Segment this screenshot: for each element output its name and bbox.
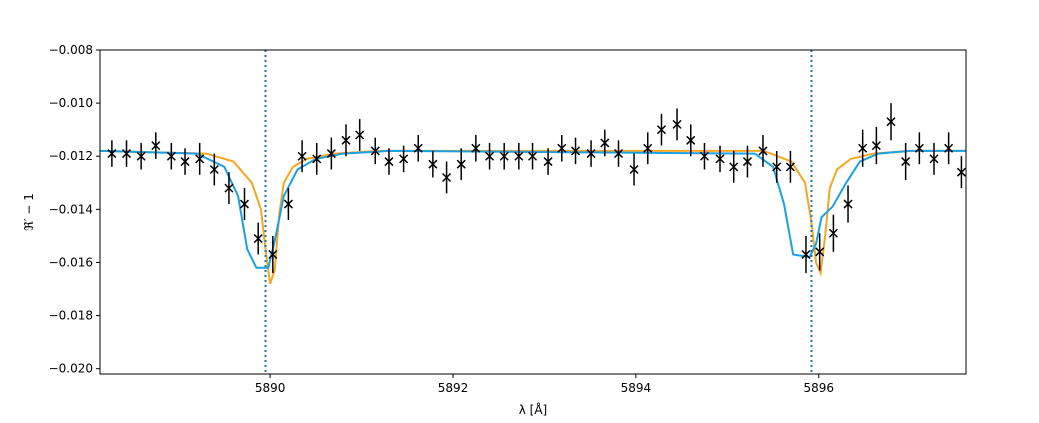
data-point — [886, 117, 896, 127]
data-point — [341, 135, 351, 145]
data-point — [107, 149, 117, 159]
data-point — [629, 164, 639, 175]
data-point — [370, 146, 380, 156]
data-point — [239, 199, 250, 209]
x-tick-label: 5896 — [803, 381, 834, 395]
y-axis-label: ℜ′ − 1 — [22, 193, 36, 231]
data-point — [715, 154, 725, 164]
model-line — [99, 149, 966, 269]
data-point — [326, 149, 336, 159]
data-point — [815, 247, 825, 257]
data-point — [570, 146, 581, 156]
y-tick-label: −0.008 — [49, 43, 93, 57]
data-point — [195, 154, 205, 164]
x-tick-label: 5892 — [438, 381, 469, 395]
data-point — [758, 146, 768, 156]
data-point — [613, 149, 624, 159]
data-point — [914, 143, 924, 153]
data-point — [456, 159, 466, 169]
y-tick-label: −0.012 — [49, 149, 93, 163]
x-axis-label: λ [Å] — [519, 402, 548, 417]
data-point — [355, 130, 365, 140]
y-tick-label: −0.014 — [49, 202, 93, 216]
data-point — [166, 151, 176, 161]
data-point — [384, 157, 394, 167]
data-point — [686, 135, 696, 145]
data-point — [772, 162, 782, 172]
data-point — [471, 143, 481, 153]
data-point — [180, 157, 190, 167]
data-point — [858, 143, 868, 153]
data-point — [901, 157, 911, 167]
model-line — [99, 149, 966, 285]
data-point — [413, 143, 423, 153]
y-tick-label: −0.016 — [49, 255, 93, 269]
data-point — [785, 162, 795, 172]
data-point — [600, 138, 610, 148]
data-point — [557, 143, 567, 153]
y-tick-label: −0.020 — [49, 362, 93, 376]
data-point — [843, 199, 853, 209]
data-point — [944, 143, 954, 153]
data-point — [136, 151, 146, 161]
data-point — [828, 228, 838, 238]
data-point — [528, 151, 538, 161]
data-point — [428, 159, 438, 169]
data-point — [485, 151, 495, 161]
data-point — [499, 151, 509, 161]
data-point — [268, 249, 278, 260]
data-point — [297, 151, 307, 161]
data-point — [586, 149, 596, 159]
data-point — [514, 151, 524, 161]
data-point — [209, 164, 219, 175]
data-point — [283, 199, 293, 209]
data-point — [253, 234, 263, 244]
data-point — [742, 157, 752, 167]
data-point — [729, 162, 739, 172]
x-tick-label: 5890 — [255, 381, 286, 395]
plot-frame — [99, 49, 967, 375]
data-point — [151, 141, 161, 151]
data-point — [929, 154, 939, 164]
data-point — [643, 143, 653, 153]
data-point — [956, 167, 966, 177]
y-tick-label: −0.018 — [49, 309, 93, 323]
data-point — [224, 183, 234, 193]
x-tick-label: 5894 — [621, 381, 652, 395]
data-point — [442, 172, 452, 183]
data-point — [656, 125, 667, 135]
data-point — [801, 249, 811, 260]
y-tick-label: −0.010 — [49, 96, 93, 110]
data-point — [543, 157, 553, 167]
data-point — [871, 141, 881, 151]
data-point — [121, 149, 132, 159]
data-point — [312, 154, 322, 164]
data-point — [672, 119, 682, 129]
data-point — [699, 151, 709, 161]
data-point — [399, 154, 409, 164]
